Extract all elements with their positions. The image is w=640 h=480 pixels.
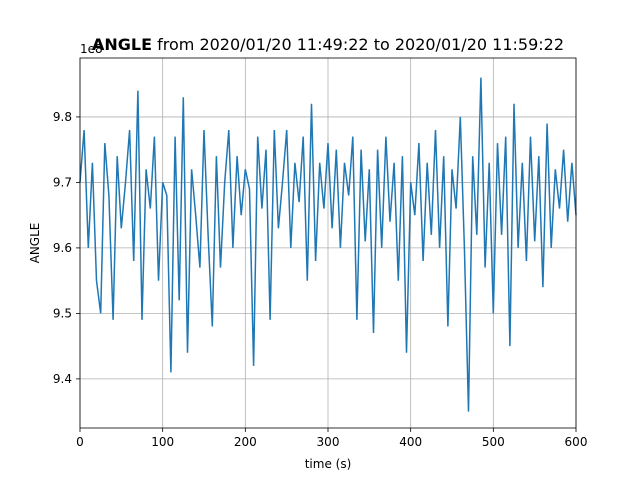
x-tick-label: 0 <box>76 435 84 449</box>
y-axis-label: ANGLE <box>28 223 42 264</box>
y-tick-label: 9.6 <box>53 241 72 255</box>
y-tick-label: 9.7 <box>53 175 72 189</box>
y-tick-label: 9.8 <box>53 110 72 124</box>
y-tick-label: 9.4 <box>53 372 72 386</box>
chart-title-rest: from 2020/01/20 11:49:22 to 2020/01/20 1… <box>152 35 564 54</box>
x-tick-label: 400 <box>399 435 422 449</box>
x-tick-label: 300 <box>317 435 340 449</box>
x-tick-label: 100 <box>151 435 174 449</box>
x-tick-label: 200 <box>234 435 257 449</box>
y-tick-label: 9.5 <box>53 306 72 320</box>
grid-layer <box>79 58 577 428</box>
offset-label: 1e8 <box>80 42 103 56</box>
x-axis-label: time (s) <box>305 457 352 471</box>
x-tick-label: 500 <box>482 435 505 449</box>
tick-layer: 0 100 200 300 400 500 600 9.4 9.5 9.6 9.7 9.8 <box>53 110 588 449</box>
chart-title: ANGLE from 2020/01/20 11:49:22 to 2020/0… <box>92 35 564 54</box>
x-tick-label: 600 <box>565 435 588 449</box>
chart-title-bold: ANGLE <box>92 35 152 54</box>
angle-series-line <box>79 77 577 412</box>
